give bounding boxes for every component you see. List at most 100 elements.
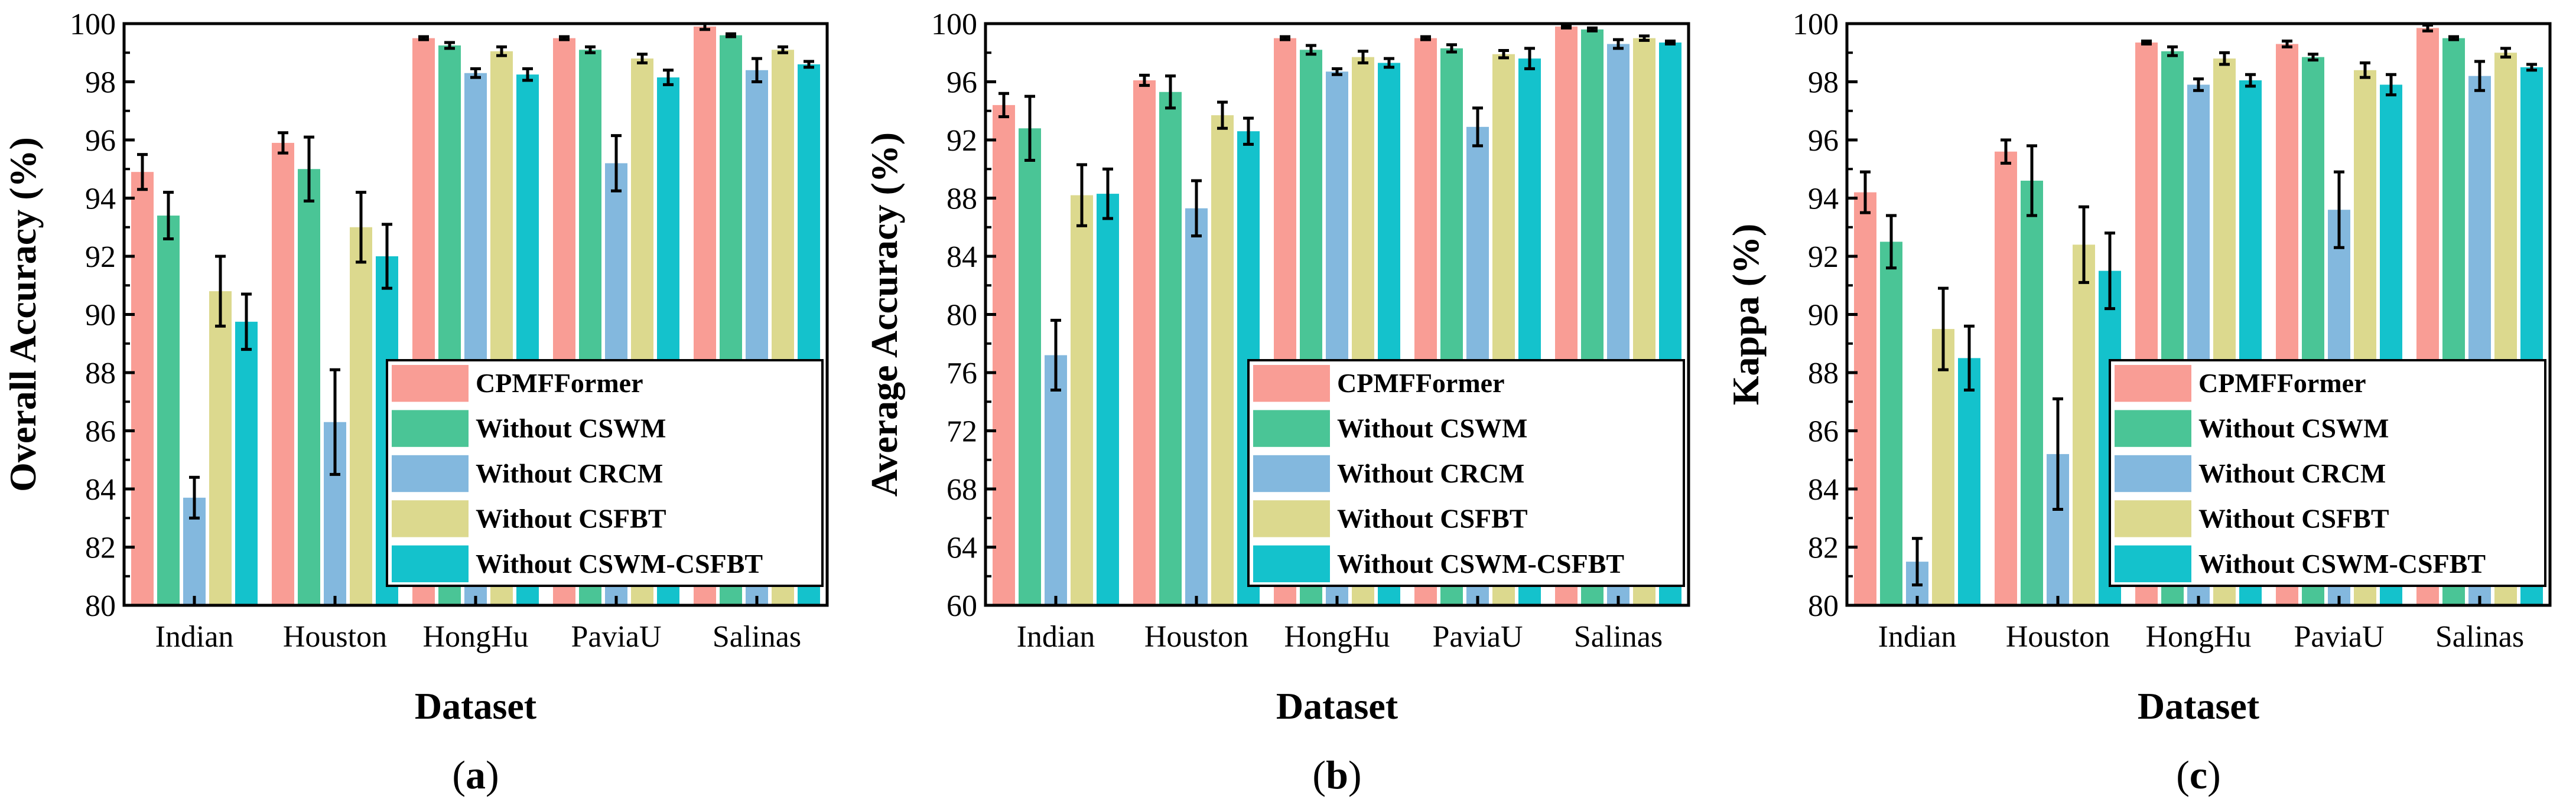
bar-without-csfbt-houston (1211, 115, 1234, 605)
error-bar-cpmfformer-indian (137, 153, 148, 191)
error-bar-without-cswm-csfbt-paviau (2386, 73, 2396, 97)
legend-label-cpmfformer: CPMFFormer (476, 368, 643, 398)
bar-cpmfformer-indian (1854, 192, 1876, 605)
bar-without-cswm-csfbt-indian (1958, 358, 1980, 605)
error-bar-without-csfbt-houston (2079, 205, 2089, 284)
y-tick-label: 100 (70, 8, 116, 41)
error-bar-without-crcm-salinas (2474, 60, 2485, 92)
legend-label-without-crcm: Without CRCM (1337, 458, 1524, 488)
legend: CPMFFormer Without CSWM Without CRCM Withou… (1247, 359, 1685, 587)
legend-swatch-without-cswm (1253, 410, 1330, 447)
legend-label-without-crcm: Without CRCM (2198, 458, 2386, 488)
error-bar-without-crcm-honghu (1332, 67, 1342, 76)
error-bar-without-csfbt-indian (1076, 163, 1087, 227)
x-tick-label-houston: Houston (1144, 620, 1248, 654)
legend-label-cpmfformer: CPMFFormer (1337, 368, 1505, 398)
bar-without-csfbt-houston (2073, 244, 2095, 605)
legend-label-without-csfbt: Without CSFBT (1337, 503, 1528, 533)
legend-label-without-cswm-csfbt: Without CSWM-CSFBT (476, 549, 763, 579)
x-tick-label-paviau: PaviaU (1432, 620, 1523, 654)
legend-swatch-without-csfbt (392, 500, 469, 537)
error-bar-without-crcm-paviau (2334, 170, 2344, 249)
y-tick-label: 64 (947, 531, 977, 565)
bar-without-cswm-indian (1880, 242, 1902, 605)
legend-label-without-cswm: Without CSWM (2198, 413, 2389, 443)
legend-swatch-without-csfbt (2115, 500, 2191, 537)
bar-without-crcm-indian (1045, 355, 1067, 605)
error-bar-without-cswm-honghu (1306, 44, 1316, 56)
error-bar-without-csfbt-paviau (637, 53, 648, 64)
panel-label: (c) (2176, 752, 2221, 797)
error-bar-cpmfformer-paviau (2282, 40, 2292, 48)
error-bar-without-crcm-indian (1912, 537, 1923, 587)
error-bar-without-csfbt-paviau (2360, 61, 2370, 79)
legend-label-without-cswm: Without CSWM (1337, 413, 1527, 443)
error-bar-without-cswm-houston (2027, 144, 2037, 217)
x-tick-label-indian: Indian (1878, 620, 1957, 654)
legend-swatch-without-cswm (2115, 410, 2191, 447)
x-tick-label-honghu: HongHu (1284, 620, 1390, 654)
x-axis-title: Dataset (2138, 685, 2260, 727)
bar-without-csfbt-indian (1932, 329, 1954, 605)
legend: CPMFFormer Without CSWM Without CRCM Withou… (386, 359, 824, 587)
bar-cpmfformer-houston (1133, 80, 1156, 606)
legend-swatch-without-csfbt (1253, 500, 1330, 537)
legend-swatch-without-crcm (392, 455, 469, 493)
error-bar-without-cswm-indian (1024, 94, 1035, 162)
error-bar-without-csfbt-houston (356, 191, 366, 264)
y-tick-label: 90 (1808, 299, 1839, 332)
y-tick-label: 76 (947, 357, 977, 390)
legend-label-without-csfbt: Without CSFBT (2198, 503, 2389, 533)
y-tick-label: 98 (85, 66, 116, 100)
error-bar-without-cswm-honghu (2167, 45, 2178, 57)
legend-swatch-cpmfformer (2115, 365, 2191, 402)
error-bar-without-csfbt-honghu (496, 45, 507, 57)
error-bar-cpmfformer-honghu (2141, 40, 2152, 45)
error-bar-cpmfformer-honghu (418, 35, 429, 41)
panel-label: (a) (452, 752, 499, 797)
error-bar-without-cswm-csfbt-houston (2105, 231, 2115, 311)
error-bar-without-csfbt-paviau (1498, 49, 1509, 60)
error-bar-without-cswm-csfbt-paviau (663, 69, 674, 86)
bar-without-cswm-csfbt-indian (1097, 194, 1119, 605)
error-bar-without-crcm-paviau (1472, 106, 1483, 148)
y-tick-label: 94 (85, 182, 116, 216)
error-bar-cpmfformer-houston (278, 131, 288, 155)
y-tick-label: 100 (1793, 8, 1839, 41)
bar-cpmfformer-houston (1995, 151, 2017, 605)
y-tick-label: 80 (947, 299, 977, 332)
y-tick-label: 86 (1808, 415, 1839, 449)
error-bar-without-crcm-paviau (611, 134, 622, 193)
y-tick-label: 82 (85, 531, 116, 565)
legend-swatch-without-cswm-csfbt (2115, 545, 2191, 582)
y-tick-label: 94 (1808, 182, 1839, 216)
x-tick-label-indian: Indian (1017, 620, 1095, 654)
error-bar-without-cswm-csfbt-houston (1243, 116, 1254, 146)
panel-b: 60 64 68 72 76 80 84 88 92 96 100 Indian Houston Hong… (863, 8, 1690, 797)
error-bar-cpmfformer-houston (2001, 138, 2011, 165)
error-bar-cpmfformer-indian (1860, 170, 1871, 214)
y-tick-label: 84 (85, 473, 116, 507)
y-axis-title: Average Accuracy (%) (863, 132, 905, 497)
y-tick-label: 96 (85, 124, 116, 158)
legend-swatch-without-cswm (392, 410, 469, 447)
y-tick-label: 80 (85, 589, 116, 623)
y-tick-label: 92 (85, 240, 116, 274)
error-bar-without-cswm-paviau (2308, 53, 2318, 62)
error-bar-without-csfbt-indian (1938, 286, 1949, 371)
legend-swatch-without-cswm-csfbt (392, 545, 469, 582)
x-tick-label-houston: Houston (2006, 620, 2110, 654)
error-bar-without-cswm-csfbt-salinas (2526, 63, 2537, 72)
legend-label-without-cswm-csfbt: Without CSWM-CSFBT (2198, 549, 2486, 579)
bar-cpmfformer-indian (993, 105, 1015, 605)
x-tick-label-honghu: HongHu (2145, 620, 2251, 654)
y-tick-label: 92 (947, 124, 977, 158)
panel-a: 80 82 84 86 88 90 92 94 96 98 100 Indian Houston Hong… (2, 8, 829, 797)
legend-label-without-csfbt: Without CSFBT (476, 503, 666, 533)
bar-without-cswm-indian (157, 216, 180, 605)
error-bar-without-cswm-csfbt-indian (1964, 324, 1975, 392)
error-bar-without-crcm-honghu (2193, 77, 2204, 92)
error-bar-without-cswm-csfbt-salinas (1665, 40, 1676, 45)
error-bar-without-csfbt-indian (215, 255, 226, 328)
